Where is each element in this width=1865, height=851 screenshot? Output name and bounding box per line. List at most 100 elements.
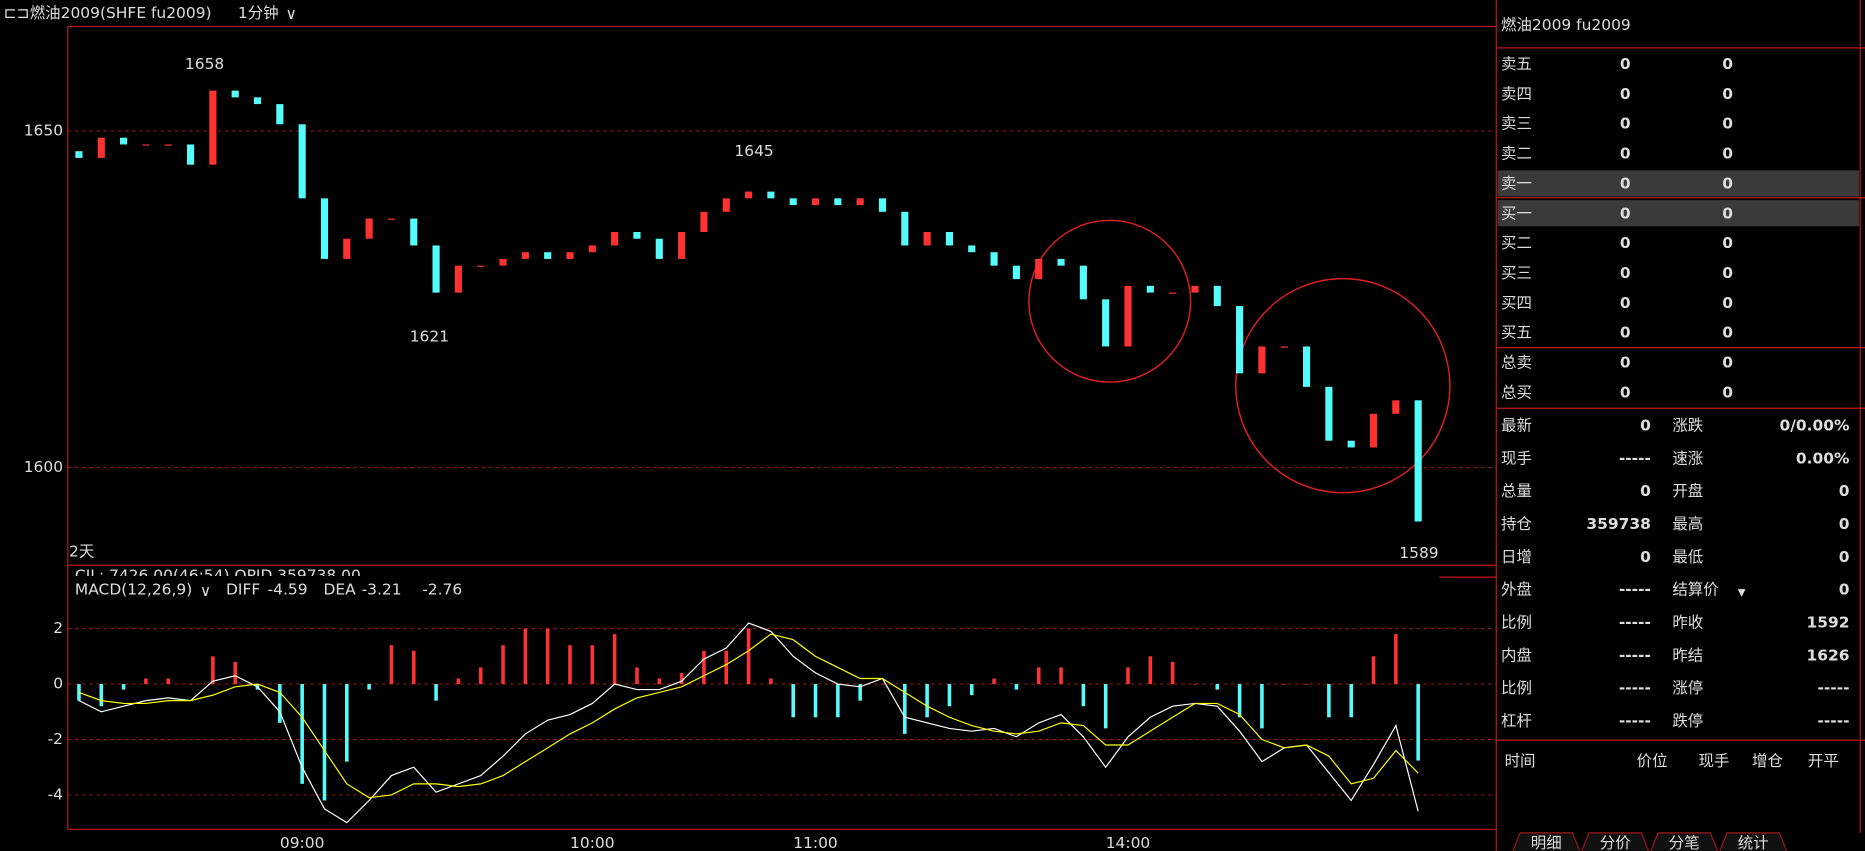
row-price: 0 — [1620, 115, 1631, 133]
macd-bar — [456, 678, 461, 685]
stat-value: ----- — [1619, 614, 1651, 632]
stat-value: 0 — [1640, 482, 1651, 500]
tab[interactable] — [1719, 832, 1788, 851]
row-volume: 0 — [1722, 383, 1733, 401]
row-label: 买一 — [1501, 204, 1532, 222]
extreme-label: 1645 — [734, 142, 773, 160]
tab[interactable] — [1512, 832, 1581, 851]
macd-bar — [278, 684, 282, 723]
indicator-title[interactable]: MACD(12,26,9) — [75, 581, 192, 599]
candle — [298, 124, 306, 199]
macd-bar — [300, 684, 304, 784]
macd-bar — [1304, 684, 1309, 685]
row-volume: 0 — [1722, 115, 1733, 133]
stat-label: 开盘 — [1672, 481, 1703, 500]
legend-value: -4.59 — [268, 581, 308, 599]
macd-bar — [791, 684, 795, 718]
period-caret[interactable]: ∨ — [285, 5, 296, 23]
row-volume: 0 — [1722, 234, 1733, 252]
period-selector[interactable]: 1分钟 — [238, 4, 279, 22]
tab-label[interactable]: 分价 — [1600, 834, 1631, 851]
candle — [901, 211, 909, 246]
stat-value: 0/0.00% — [1780, 417, 1850, 435]
tab-label[interactable]: 明细 — [1531, 834, 1562, 851]
macd-bar — [1416, 684, 1420, 761]
tab-label[interactable]: 统计 — [1738, 834, 1769, 851]
candle — [588, 245, 596, 253]
candle — [1124, 285, 1132, 347]
period-label: 2天 — [69, 543, 94, 561]
row-price: 0 — [1620, 145, 1631, 163]
tab[interactable] — [1650, 832, 1719, 851]
row-highlight — [1497, 170, 1860, 197]
macd-bar — [1260, 684, 1264, 729]
macd-bar — [836, 684, 840, 718]
candle — [678, 231, 686, 259]
y-tick-label: 2 — [53, 619, 63, 637]
row-label: 买二 — [1501, 234, 1532, 252]
candle — [990, 252, 998, 266]
macd-bar — [1394, 634, 1398, 685]
macd-bar — [590, 645, 595, 685]
macd-bar — [322, 684, 327, 801]
row-volume: 0 — [1722, 174, 1733, 192]
macd-bar — [211, 656, 215, 685]
row-volume: 0 — [1722, 204, 1733, 222]
row-price: 0 — [1620, 383, 1631, 401]
macd-bar — [1215, 684, 1220, 690]
macd-chart: -4 -2 0 2 MACD(12,26,9) ∨ DIFF -4.59 DEA -3.21 -2.… — [48, 581, 1497, 824]
macd-bar — [1126, 667, 1130, 685]
column-header: 开平 — [1808, 752, 1839, 770]
stat-label: 昨结 — [1672, 646, 1703, 664]
stat-label: 涨停 — [1672, 679, 1703, 697]
candle — [1325, 386, 1333, 441]
row-price: 0 — [1620, 294, 1631, 312]
candle — [1369, 413, 1378, 448]
macd-bar — [635, 667, 639, 685]
header-title: 燃油2009(SHFE fu2009) — [30, 4, 212, 22]
row-volume: 0 — [1722, 324, 1733, 342]
candle — [75, 151, 83, 158]
stat-label: 现手 — [1501, 449, 1532, 467]
macd-bar — [99, 684, 104, 707]
volume-label: CJL: 7426.00(46:54) OPID 359738.00 — [75, 566, 361, 584]
row-price: 0 — [1620, 324, 1631, 342]
candle — [878, 198, 887, 212]
stat-value: 0 — [1839, 515, 1850, 533]
stat-value: ----- — [1619, 679, 1651, 697]
row-label: 卖四 — [1501, 85, 1532, 103]
macd-bar — [612, 634, 617, 685]
candle — [1079, 265, 1087, 300]
macd-bar — [121, 684, 126, 690]
candle — [387, 218, 396, 220]
candle — [499, 258, 507, 266]
extreme-label: 1658 — [185, 55, 224, 73]
macd-bar — [769, 678, 773, 685]
macd-bar — [657, 678, 662, 685]
indicator-caret[interactable]: ∨ — [200, 582, 211, 600]
macd-bar — [345, 684, 349, 762]
tab[interactable] — [1581, 832, 1650, 851]
legend-value: -3.21 — [362, 581, 402, 599]
macd-bar — [1148, 656, 1153, 685]
candle — [209, 90, 217, 165]
candle — [1414, 400, 1422, 522]
link-icon: ⊏⊐ — [4, 4, 30, 22]
row-price: 0 — [1620, 354, 1631, 372]
stat-value: 1626 — [1807, 646, 1850, 664]
tab-label[interactable]: 分笔 — [1669, 834, 1700, 851]
row-price: 0 — [1620, 234, 1631, 252]
row-label: 卖二 — [1501, 145, 1532, 163]
candle — [945, 231, 954, 246]
candle — [611, 231, 619, 246]
candle — [320, 198, 329, 259]
candle — [231, 90, 239, 98]
stat-label: 比例 — [1501, 614, 1532, 632]
dropdown-caret[interactable]: ▾ — [1738, 583, 1746, 601]
candle — [1146, 285, 1154, 293]
stat-label: 速涨 — [1672, 449, 1703, 467]
macd-bar — [858, 684, 862, 701]
candle — [164, 144, 172, 146]
macd-bar — [1327, 684, 1331, 718]
candle — [365, 218, 373, 239]
